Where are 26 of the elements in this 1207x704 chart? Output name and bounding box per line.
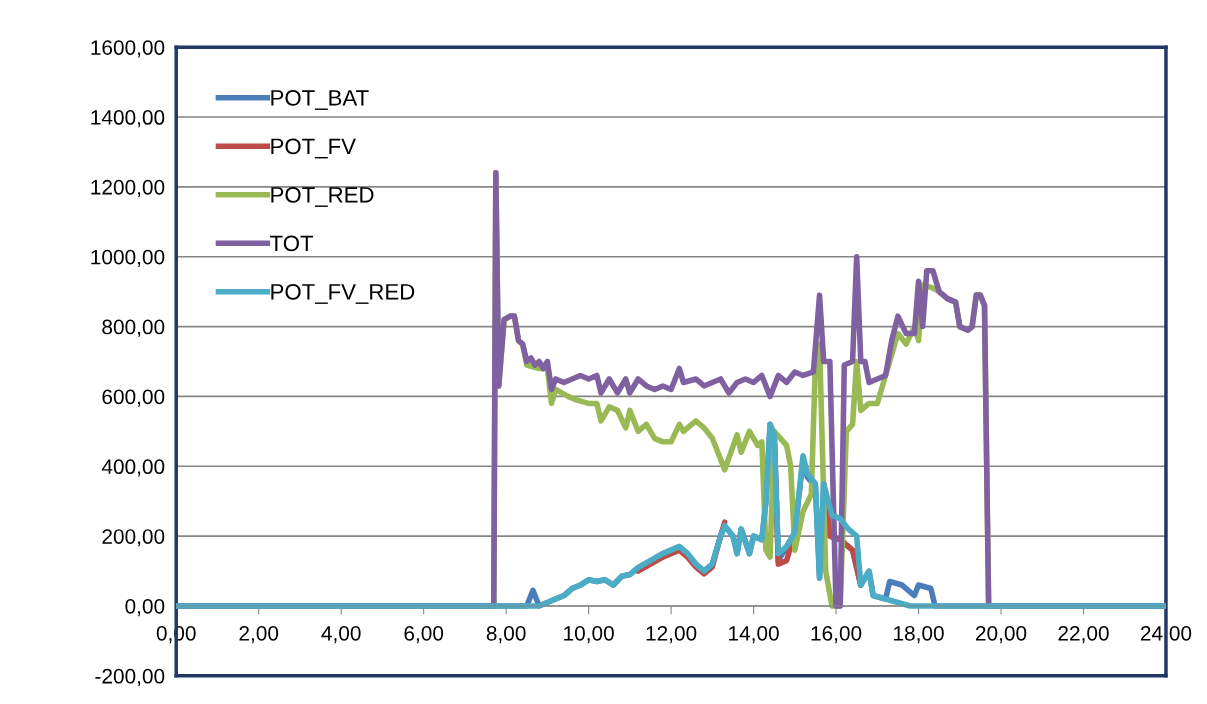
x-tick-label: 16,00 <box>811 625 862 644</box>
y-tick-label: 800,00 <box>102 319 165 337</box>
y-tick-label: 200,00 <box>102 529 165 547</box>
legend-label: POT_BAT <box>271 89 369 110</box>
x-tick-label: 4,00 <box>321 625 361 644</box>
y-tick-label: -200,00 <box>95 668 165 687</box>
x-tick-label: 14,00 <box>729 625 779 644</box>
x-tick-label: 6,00 <box>404 625 444 644</box>
y-tick-label: 600,00 <box>102 389 165 407</box>
legend-label: POT_RED <box>271 186 374 207</box>
y-tick-label: 1200,00 <box>91 179 165 198</box>
y-tick-label: 1000,00 <box>91 249 165 267</box>
x-tick-label: 20,00 <box>975 625 1027 644</box>
x-tick-label: 12,00 <box>646 625 697 644</box>
y-tick-label: 1400,00 <box>91 110 165 128</box>
x-tick-label: 10,00 <box>564 625 614 644</box>
legend-label: POT_FV_RED <box>271 283 415 304</box>
legend-label: TOT <box>270 235 314 252</box>
y-tick-label: 1600,00 <box>91 40 165 58</box>
x-tick-label: 22,00 <box>1058 625 1109 644</box>
x-tick-label: 8,00 <box>486 625 526 644</box>
x-tick-label: 2,00 <box>239 625 279 644</box>
y-tick-label: 400,00 <box>101 459 165 477</box>
y-tick-label: 0,00 <box>125 598 165 617</box>
legend-label: POT_FV <box>271 138 356 159</box>
x-tick-label: 18,00 <box>894 625 944 644</box>
